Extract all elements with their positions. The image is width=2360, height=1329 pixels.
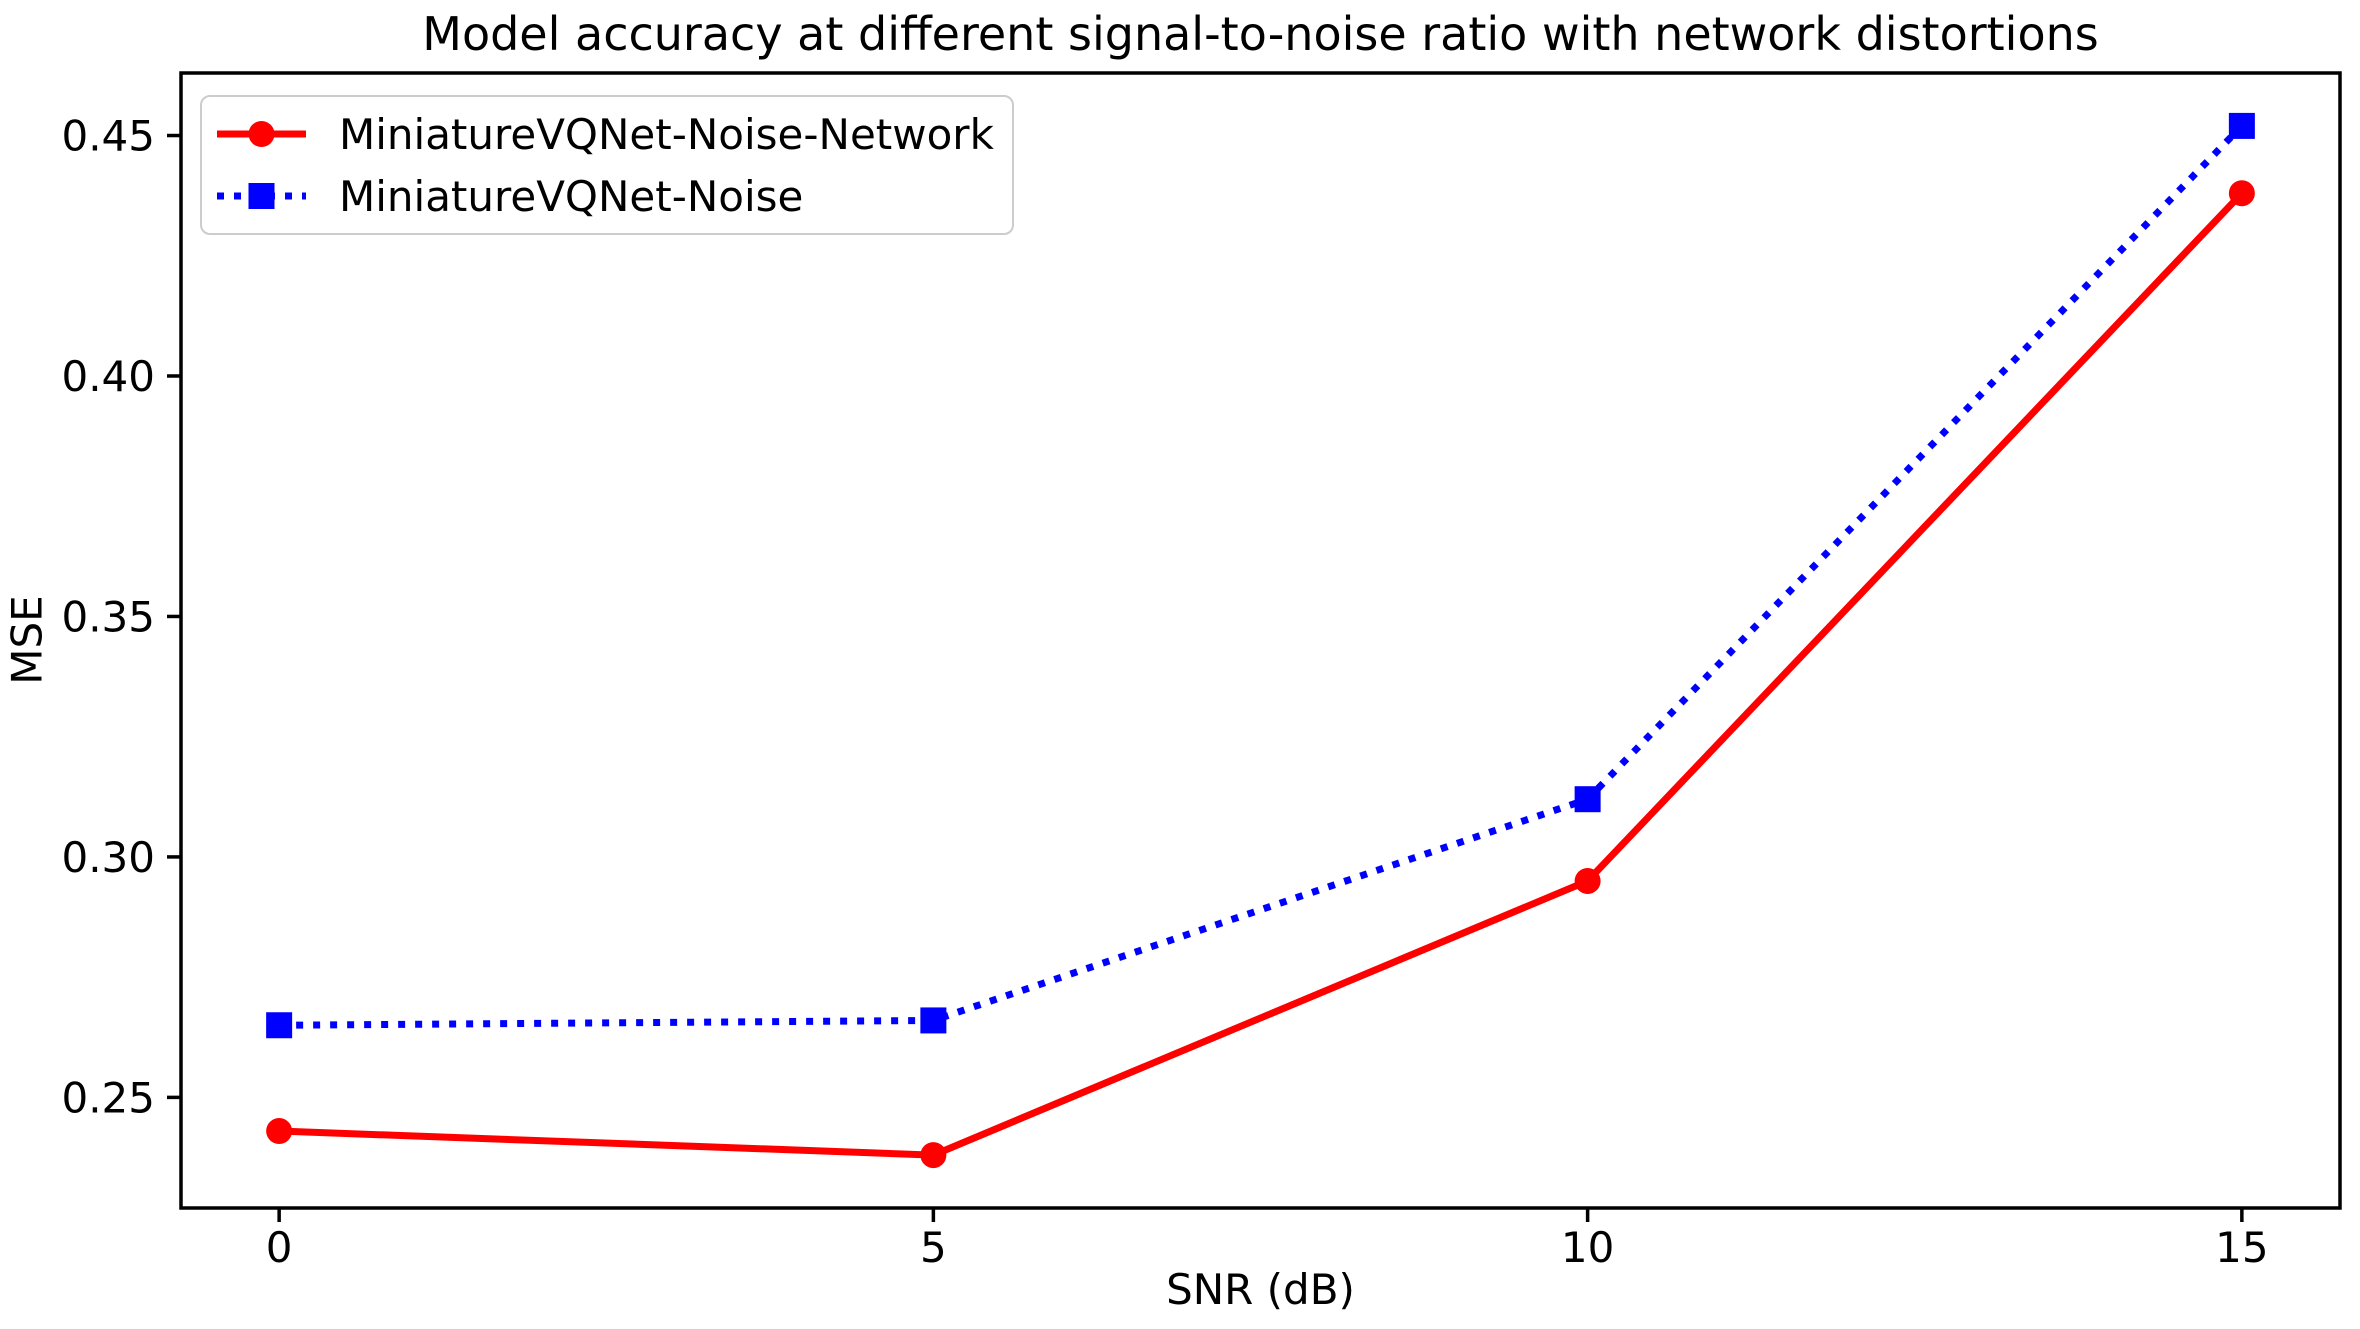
data-point-marker (920, 1007, 947, 1034)
data-point-marker (266, 1118, 293, 1145)
series-line-1 (279, 123, 2245, 1029)
data-point-marker (920, 1142, 947, 1169)
legend-item: MiniatureVQNet-Noise (214, 165, 994, 227)
legend: MiniatureVQNet-Noise-Network MiniatureVQ… (200, 95, 1014, 235)
legend-label: MiniatureVQNet-Noise (339, 171, 804, 221)
y-tick-label: 0.45 (61, 112, 155, 161)
data-point-marker (1574, 786, 1601, 813)
legend-swatch-solid-circle (217, 121, 306, 147)
x-tick-label: 5 (920, 1223, 947, 1272)
y-tick-label: 0.40 (61, 352, 155, 401)
x-tick-label: 0 (266, 1223, 293, 1272)
legend-swatch-dotted-square (217, 183, 306, 209)
legend-sample-marker (248, 121, 275, 147)
legend-item: MiniatureVQNet-Noise-Network (214, 103, 994, 165)
y-tick-label: 0.35 (61, 592, 155, 641)
series-line-0 (279, 190, 2245, 1159)
data-point-marker (266, 1012, 293, 1039)
legend-sample-marker (248, 183, 275, 209)
data-point-marker (2228, 180, 2255, 207)
plot-border (179, 71, 2342, 1210)
y-tick-label: 0.25 (61, 1073, 155, 1122)
chart-title: Model accuracy at different signal-to-no… (422, 7, 2099, 61)
x-axis-label: SNR (dB) (1166, 1265, 1355, 1314)
y-tick-label: 0.30 (61, 833, 155, 882)
legend-label: MiniatureVQNet-Noise-Network (339, 109, 994, 159)
x-tick-label: 10 (1561, 1223, 1614, 1272)
data-point-marker (2228, 112, 2255, 139)
x-tick-label: 15 (2215, 1223, 2268, 1272)
data-point-marker (1574, 867, 1601, 894)
